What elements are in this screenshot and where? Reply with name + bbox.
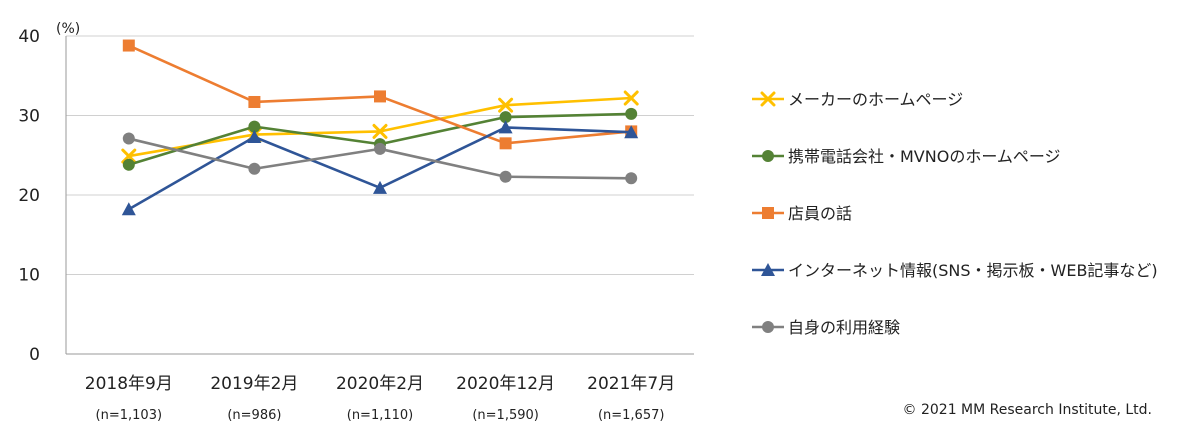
sample-size-label: (n=1,103) <box>96 408 163 423</box>
legend-item: 携帯電話会社・MVNOのホームページ <box>752 147 1061 166</box>
legend-marker <box>761 263 775 276</box>
data-point <box>122 132 135 145</box>
legend-label: メーカーのホームページ <box>788 90 963 109</box>
data-point <box>625 107 638 120</box>
data-point <box>374 142 386 155</box>
legend-marker <box>762 207 774 219</box>
data-point <box>625 172 638 185</box>
sample-size-label: (n=986) <box>227 408 281 423</box>
series-4 <box>122 132 638 185</box>
x-tick-label: 2020年2月 <box>336 374 424 394</box>
legend-marker <box>762 150 774 162</box>
legend-item: 店員の話 <box>752 204 852 223</box>
data-point <box>499 111 512 124</box>
legend-label: インターネット情報(SNS・掲示板・WEB記事など) <box>788 261 1158 280</box>
x-tick-label: 2019年2月 <box>210 374 298 394</box>
legend-marker <box>760 91 776 107</box>
data-point <box>623 90 639 106</box>
data-point <box>624 125 639 139</box>
legend: メーカーのホームページ携帯電話会社・MVNOのホームページ店員の話インターネット… <box>752 90 1158 337</box>
legend-marker <box>762 321 774 333</box>
y-axis-ticks: 0 10 20 30 40 <box>18 27 40 365</box>
data-point <box>498 97 514 113</box>
x-axis-ticks: 2018年9月 (n=1,103) 2019年2月 (n=986) 2020年2月 (n=… <box>85 374 675 423</box>
data-point <box>121 148 137 164</box>
y-unit-label: (%) <box>56 21 80 37</box>
x-tick-label: 2018年9月 <box>85 374 173 394</box>
legend-item: インターネット情報(SNS・掲示板・WEB記事など) <box>752 261 1158 280</box>
legend-item: 自身の利用経験 <box>752 318 900 337</box>
data-point <box>248 120 261 133</box>
data-point <box>122 39 135 52</box>
y-tick-label: 40 <box>18 27 40 47</box>
y-tick-label: 20 <box>18 186 40 206</box>
y-tick-label: 10 <box>18 266 40 286</box>
sample-size-label: (n=1,590) <box>472 408 539 423</box>
copyright-text: © 2021 MM Research Institute, Ltd. <box>903 402 1152 418</box>
legend-label: 店員の話 <box>788 204 852 223</box>
series-lines <box>121 39 639 216</box>
y-tick-label: 30 <box>18 107 40 127</box>
sample-size-label: (n=1,110) <box>347 408 414 423</box>
data-point <box>374 90 386 103</box>
data-point <box>499 170 512 183</box>
sample-size-label: (n=1,657) <box>598 408 665 423</box>
y-tick-label: 0 <box>29 345 40 365</box>
gridlines <box>65 35 694 355</box>
legend-item: メーカーのホームページ <box>752 90 963 109</box>
legend-label: 携帯電話会社・MVNOのホームページ <box>788 147 1061 166</box>
data-point <box>248 95 261 108</box>
data-point <box>372 123 388 139</box>
series-3 <box>121 120 639 216</box>
data-point <box>499 137 512 150</box>
data-point <box>121 202 136 216</box>
x-tick-label: 2021年7月 <box>587 374 675 394</box>
data-point <box>373 180 387 194</box>
data-point <box>498 120 513 134</box>
data-point <box>247 129 262 143</box>
legend-label: 自身の利用経験 <box>788 318 900 337</box>
data-point <box>248 162 261 175</box>
data-point <box>122 158 135 171</box>
x-tick-label: 2020年12月 <box>456 374 555 394</box>
series-2 <box>122 39 638 150</box>
